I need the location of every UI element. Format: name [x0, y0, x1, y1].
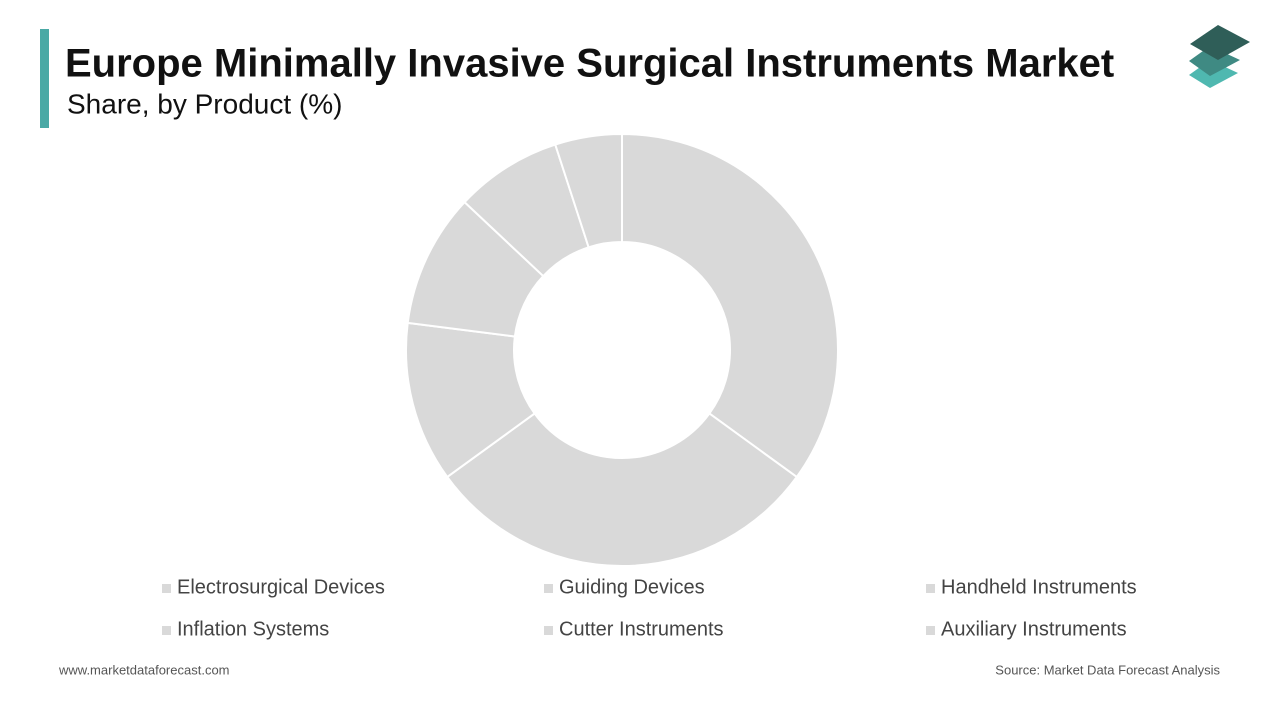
donut-slice	[621, 132, 839, 479]
chart-title: Europe Minimally Invasive Surgical Instr…	[65, 42, 1114, 86]
donut-slice	[553, 132, 623, 249]
legend-marker	[544, 626, 553, 635]
legend-label: Cutter Instruments	[559, 618, 724, 640]
legend-marker	[926, 626, 935, 635]
legend-label: Auxiliary Instruments	[941, 618, 1127, 640]
legend-label: Inflation Systems	[177, 618, 329, 640]
legend-label: Guiding Devices	[559, 576, 705, 598]
footer-website: www.marketdataforecast.com	[58, 662, 230, 677]
legend-label: Handheld Instruments	[941, 576, 1137, 598]
legend-marker	[544, 584, 553, 593]
donut-slice	[445, 412, 799, 568]
logo	[1189, 25, 1250, 88]
footer-source: Source: Market Data Forecast Analysis	[995, 662, 1220, 677]
legend-marker	[162, 584, 171, 593]
legend-marker	[926, 584, 935, 593]
legend-label: Electrosurgical Devices	[177, 576, 385, 598]
chart-subtitle: Share, by Product (%)	[67, 88, 342, 119]
title-accent	[40, 29, 49, 128]
legend-marker	[162, 626, 171, 635]
